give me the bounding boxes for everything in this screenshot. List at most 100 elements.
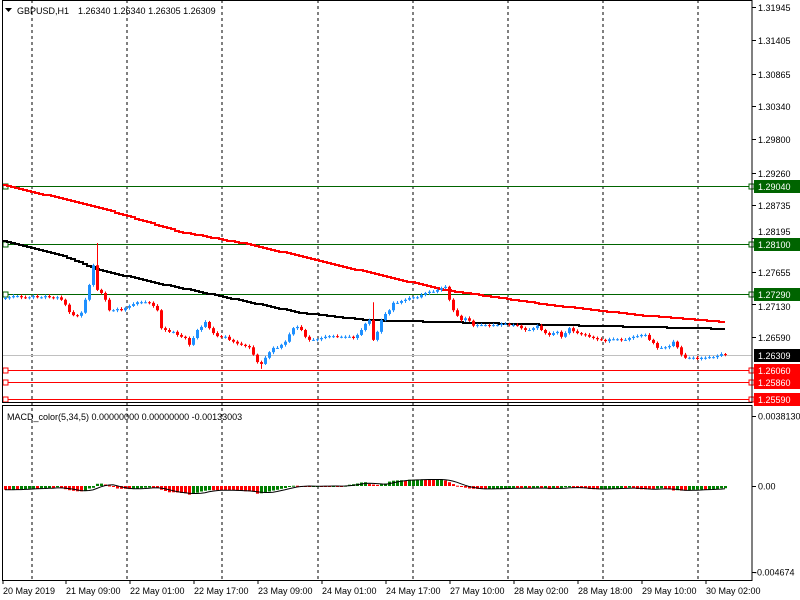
- candle: [668, 344, 671, 350]
- macd-bar: [512, 486, 515, 489]
- candle-body: [712, 357, 715, 359]
- candle: [692, 356, 695, 360]
- candle-body: [344, 336, 347, 338]
- level-anchor-handle[interactable]: [2, 396, 9, 403]
- fast-moving-average-line: [3, 184, 725, 323]
- macd-signal-line: [5, 479, 726, 494]
- macd-bar: [496, 486, 499, 489]
- macd-bar: [716, 486, 719, 489]
- macd-bar: [464, 486, 467, 488]
- level-price-label: 1.27290: [758, 290, 791, 300]
- candle-body: [112, 310, 115, 312]
- macd-bar: [664, 486, 667, 489]
- macd-bar: [568, 486, 571, 488]
- candle: [600, 337, 603, 341]
- candle-body: [396, 302, 399, 304]
- candle: [540, 323, 543, 332]
- macd-bar: [724, 486, 727, 489]
- candle-body: [640, 334, 643, 337]
- macd-bar: [444, 480, 447, 486]
- candle: [416, 295, 419, 300]
- candle: [328, 335, 331, 339]
- candle: [496, 323, 499, 327]
- candle: [724, 352, 727, 357]
- candle: [292, 327, 295, 336]
- candle: [512, 323, 515, 327]
- candle-body: [540, 325, 543, 330]
- time-tick-label: 24 May 01:00: [322, 586, 377, 596]
- candle-body: [564, 333, 567, 337]
- macd-bar: [152, 486, 155, 488]
- price-axis: 1.31945 1.31405 1.30865 1.30340 1.29800 1.292…: [752, 3, 800, 578]
- macd-bar: [240, 486, 243, 491]
- candle: [256, 353, 259, 364]
- macd-bar: [92, 486, 95, 488]
- candle-body: [616, 339, 619, 341]
- time-axis: 20 May 2019 21 May 09:00 22 May 01:00 22 Ma…: [2, 580, 761, 596]
- candle-body: [468, 318, 471, 321]
- candle: [672, 339, 675, 348]
- candle-body: [56, 297, 59, 299]
- candle: [480, 323, 483, 327]
- macd-bar: [60, 486, 63, 489]
- candle: [444, 284, 447, 290]
- candle-body: [244, 344, 247, 347]
- macd-bar: [208, 486, 211, 491]
- candle: [252, 345, 255, 356]
- candle: [8, 295, 11, 300]
- macd-bar: [76, 486, 79, 492]
- candle: [232, 338, 235, 344]
- macd-bar: [468, 486, 471, 489]
- macd-bar: [408, 479, 411, 486]
- candle: [352, 335, 355, 340]
- candle-body: [508, 323, 511, 326]
- candle: [276, 346, 279, 350]
- candle-body: [588, 334, 591, 337]
- candle: [112, 309, 115, 312]
- symbol-label: GBPUSD,H1: [17, 6, 69, 16]
- level-anchor-handle[interactable]: [2, 379, 9, 386]
- macd-bar: [452, 484, 455, 486]
- candle: [220, 335, 223, 339]
- macd-bar: [404, 480, 407, 486]
- current-price-label: 1.26309: [758, 351, 791, 361]
- candle-body: [336, 336, 339, 338]
- candle: [608, 337, 611, 343]
- candle-body: [676, 341, 679, 348]
- time-tick-label: 28 May 02:00: [514, 586, 569, 596]
- chart-frame: [2, 0, 753, 581]
- candle-body: [660, 347, 663, 349]
- candle-body: [40, 297, 43, 299]
- price-tick-label: 1.29800: [758, 135, 791, 145]
- candle-body: [664, 347, 667, 349]
- macd-bar: [652, 486, 655, 490]
- candle-body: [704, 357, 707, 359]
- macd-bar: [676, 486, 679, 491]
- price-tick-label: 1.27130: [758, 302, 791, 312]
- macd-bar: [256, 486, 259, 494]
- macd-axis-label: 0.00: [758, 482, 776, 492]
- level-anchor-handle[interactable]: [2, 367, 9, 374]
- support-price-badge: [754, 288, 800, 301]
- candle: [248, 344, 251, 350]
- price-tick-label: 1.30340: [758, 102, 791, 112]
- dropdown-triangle-icon[interactable]: [5, 8, 12, 12]
- candle-body: [448, 286, 451, 300]
- candle-body: [532, 328, 535, 330]
- macd-bar: [280, 486, 283, 489]
- macd-bar: [192, 486, 195, 494]
- macd-bar: [148, 486, 151, 488]
- candle-body: [568, 328, 571, 334]
- chart-header[interactable]: GBPUSD,H1 1.26340 1.26340 1.26305 1.2630…: [5, 6, 216, 16]
- macd-bar: [712, 486, 715, 490]
- candle: [192, 336, 195, 346]
- macd-bar: [376, 484, 379, 486]
- candle: [624, 338, 627, 341]
- level-price-label: 1.25590: [758, 395, 791, 405]
- level-anchor-handle[interactable]: [2, 291, 9, 298]
- macd-bar: [64, 486, 67, 490]
- candle-body: [416, 297, 419, 299]
- candle-body: [268, 352, 271, 358]
- candle-body: [596, 338, 599, 340]
